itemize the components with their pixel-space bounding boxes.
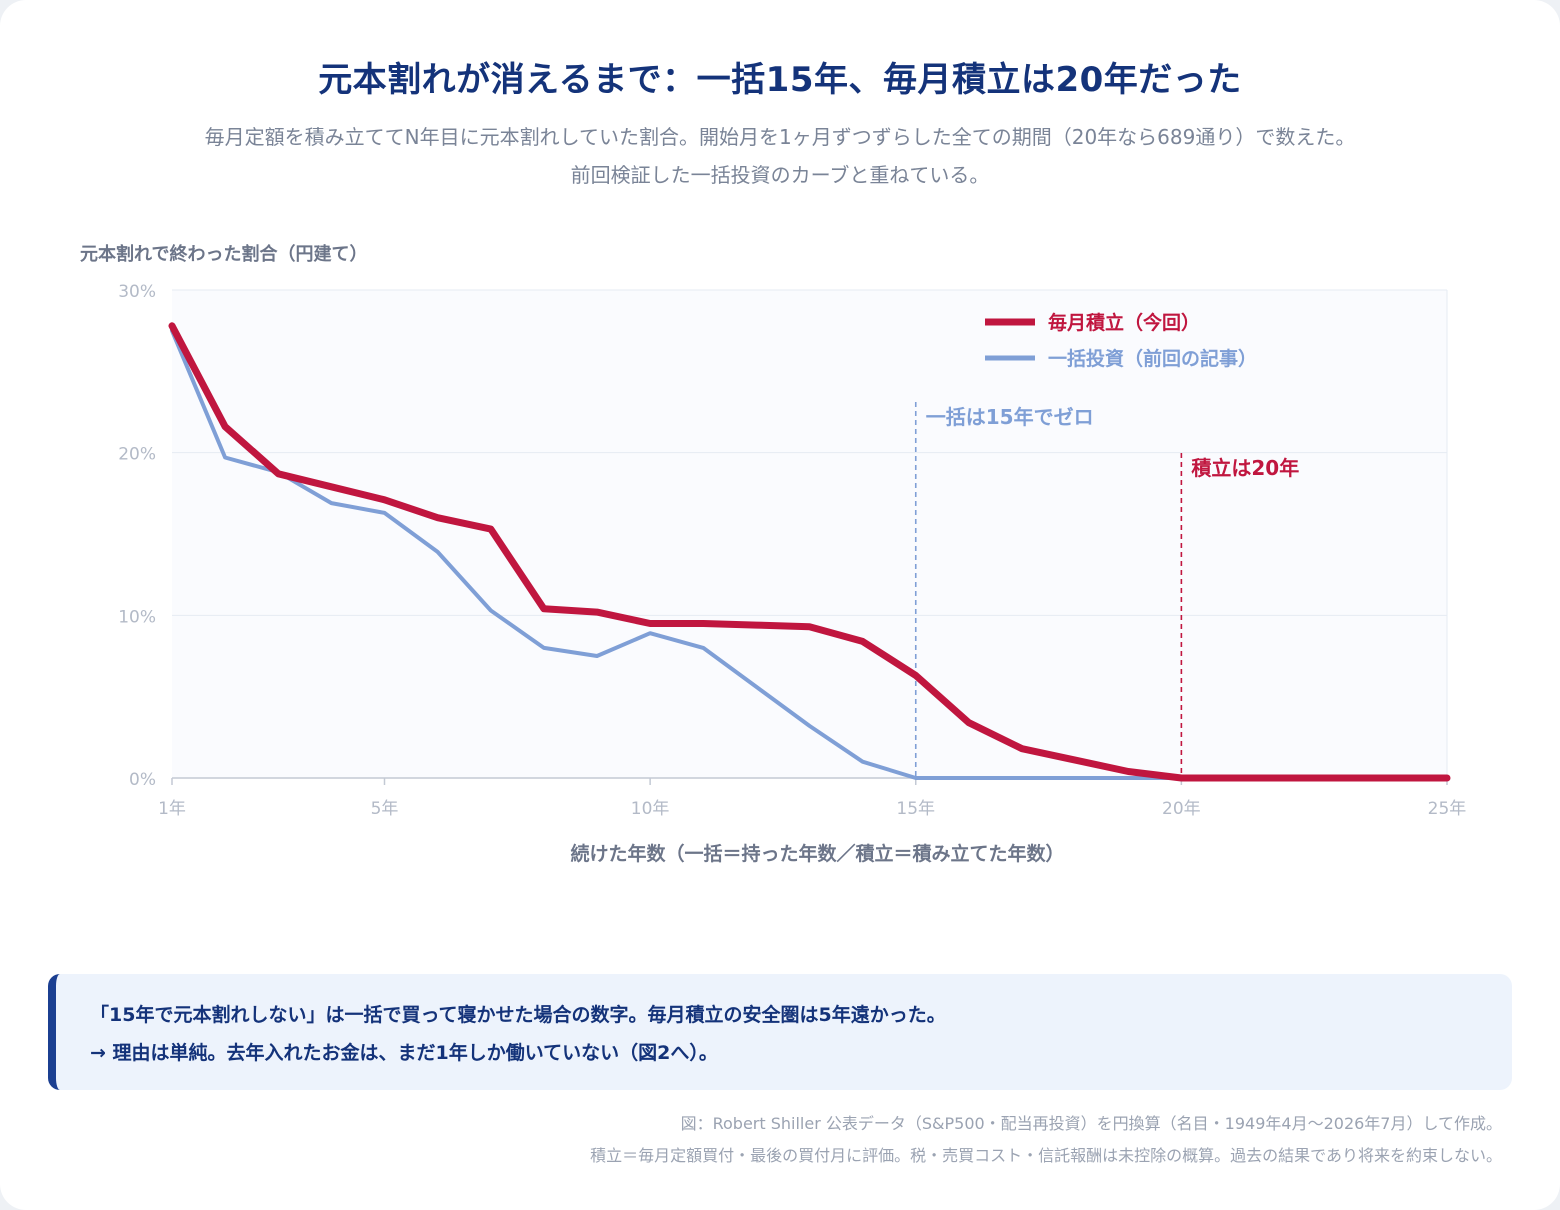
x-tick-label: 5年 — [371, 799, 399, 819]
subtitle-line-2: 前回検証した一括投資のカーブと重ねている。 — [570, 163, 990, 187]
subtitle-line-1: 毎月定額を積み立ててN年目に元本割れしていた割合。開始月を1ヶ月ずつずらした全て… — [204, 125, 1356, 149]
callout-box: 「15年で元本割れしない」は一括で買って寝かせた場合の数字。毎月積立の安全圏は5… — [48, 974, 1512, 1090]
page-title: 元本割れが消えるまで：一括15年、毎月積立は20年だった — [318, 60, 1242, 100]
x-tick-label: 1年 — [158, 799, 186, 819]
callout-line-2: → 理由は単純。去年入れたお金は、まだ1年しか働いていない（図2へ）。 — [90, 1042, 718, 1064]
x-tick-label: 20年 — [1162, 799, 1201, 819]
line-chart: 0% 10% 20% 30% 1年 5年 10年 15年 20年 25年 元本割れで終わった割合（円… — [80, 243, 1467, 865]
y-tick-label: 30% — [118, 282, 156, 302]
y-tick-label: 0% — [129, 770, 156, 790]
subtitle: 毎月定額を積み立ててN年目に元本割れしていた割合。開始月を1ヶ月ずつずらした全て… — [0, 118, 1560, 194]
y-tick-label: 20% — [118, 445, 156, 465]
legend-label: 一括投資（前回の記事） — [1048, 347, 1257, 370]
x-axis-title: 続けた年数（一括＝持った年数／積立＝積み立てた年数） — [570, 842, 1064, 865]
x-tick-label: 15年 — [896, 799, 935, 819]
footnote: 図：Robert Shiller 公表データ（S&P500・配当再投資）を円換算… — [590, 1108, 1502, 1172]
y-axis-title: 元本割れで終わった割合（円建て） — [80, 243, 367, 265]
footnote-line-2: 積立＝毎月定額買付・最後の買付月に評価。税・売買コスト・信託報酬は未控除の概算。… — [590, 1146, 1502, 1165]
y-tick-label: 10% — [118, 607, 156, 627]
annotation-label: 一括は15年でゼロ — [926, 405, 1094, 429]
x-tick-label: 25年 — [1428, 799, 1467, 819]
plot-area — [172, 290, 1447, 778]
legend-label: 毎月積立（今回） — [1048, 311, 1200, 334]
callout-line-1: 「15年で元本割れしない」は一括で買って寝かせた場合の数字。毎月積立の安全圏は5… — [90, 1004, 946, 1026]
footnote-line-1: 図：Robert Shiller 公表データ（S&P500・配当再投資）を円換算… — [680, 1114, 1502, 1133]
x-tick-label: 10年 — [631, 799, 670, 819]
annotation-label: 積立は20年 — [1191, 456, 1299, 480]
